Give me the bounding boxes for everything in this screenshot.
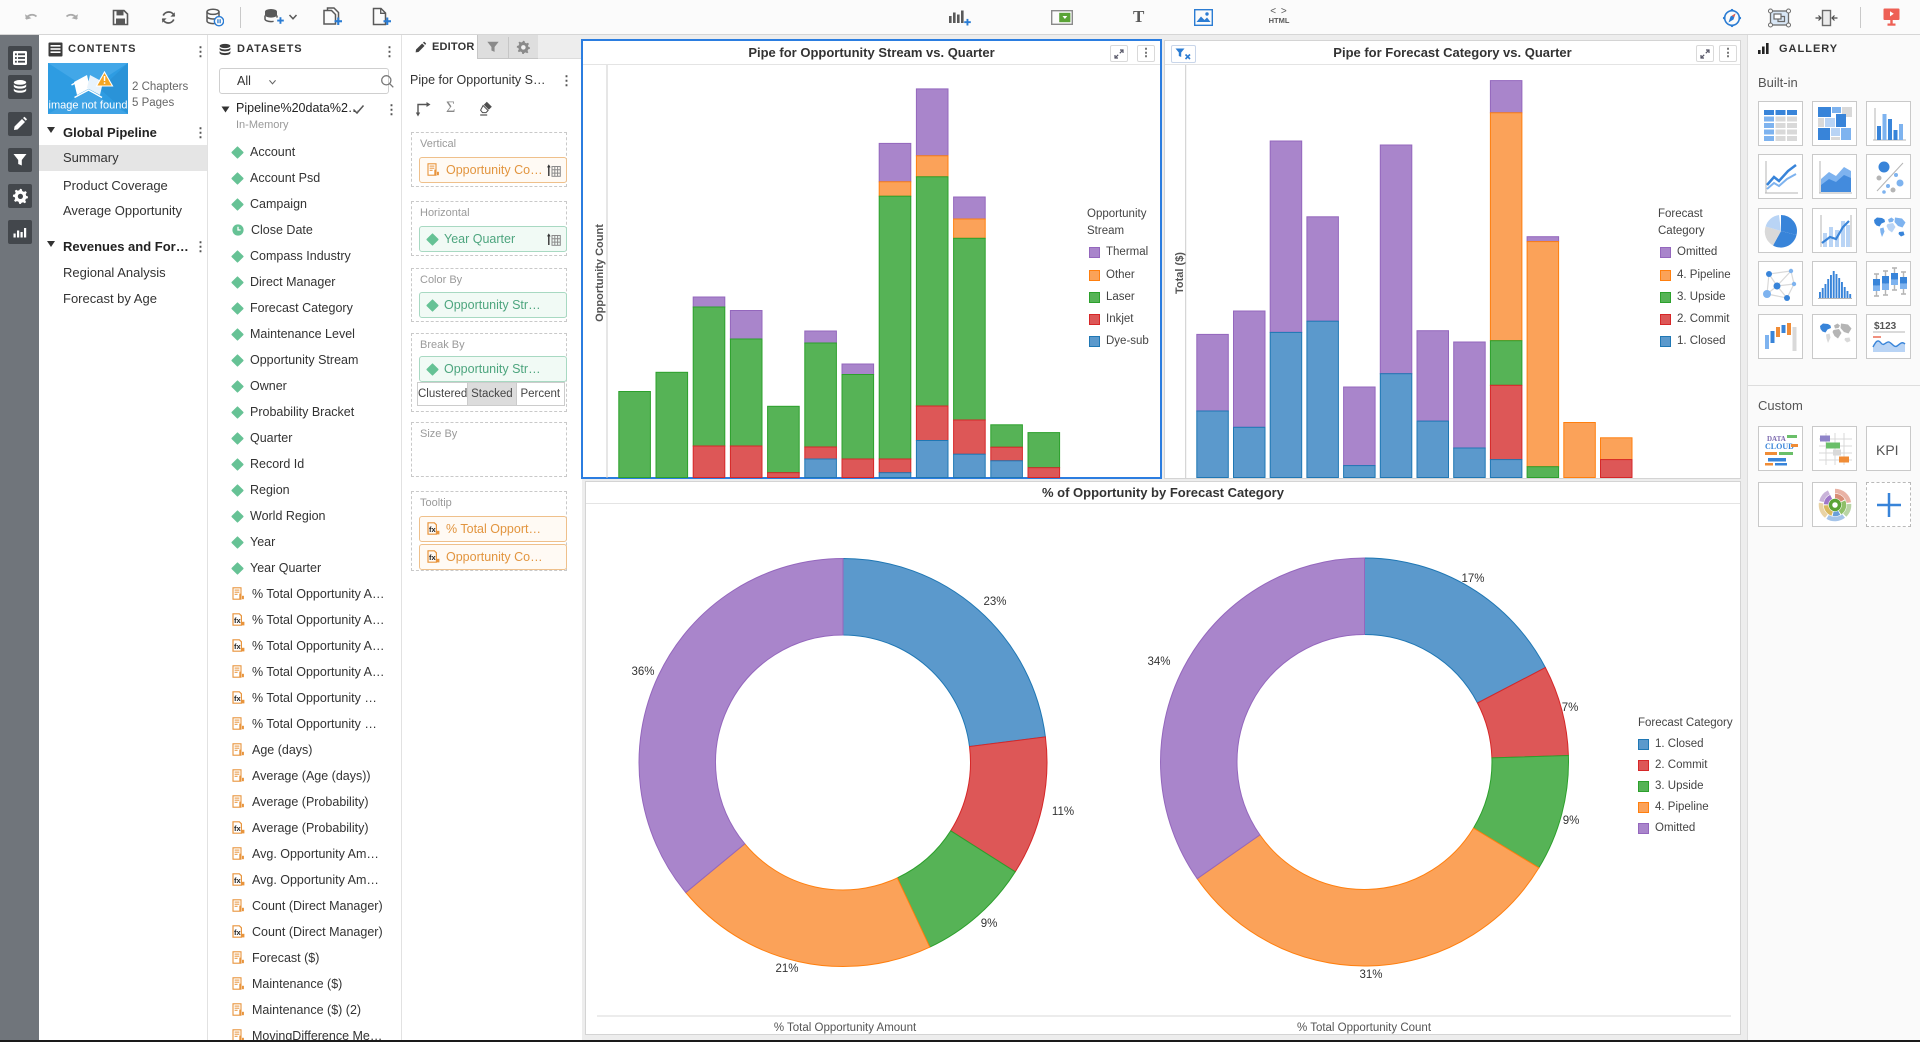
svg-text:fx: fx xyxy=(234,876,241,885)
svg-text:fx: fx xyxy=(429,553,436,562)
svg-text:31%: 31% xyxy=(1359,969,1382,981)
svg-text:34%: 34% xyxy=(1147,656,1170,668)
svg-text:$123: $123 xyxy=(1874,321,1897,332)
svg-text:11%: 11% xyxy=(1052,806,1074,818)
svg-text:9%: 9% xyxy=(981,918,998,930)
svg-text:fx: fx xyxy=(234,928,241,937)
svg-text:36%: 36% xyxy=(631,666,654,678)
svg-text:9%: 9% xyxy=(1563,815,1580,827)
svg-text:KPI: KPI xyxy=(1876,442,1899,458)
svg-text:21%: 21% xyxy=(775,963,798,975)
svg-text:17%: 17% xyxy=(1461,573,1484,585)
svg-text:23%: 23% xyxy=(983,596,1006,608)
svg-text:% Total Opportunity Count: % Total Opportunity Count xyxy=(1297,1022,1432,1034)
svg-text:% Total Opportunity Amount: % Total Opportunity Amount xyxy=(774,1022,917,1034)
svg-text:image not found: image not found xyxy=(49,100,128,112)
svg-text:fx: fx xyxy=(234,824,241,833)
svg-text:DATA: DATA xyxy=(1767,435,1786,443)
svg-text:fx: fx xyxy=(429,525,436,534)
svg-text:fx: fx xyxy=(234,694,241,703)
svg-text:7%: 7% xyxy=(1562,702,1579,714)
svg-text:fx: fx xyxy=(234,642,241,651)
svg-text:CLOUD: CLOUD xyxy=(1765,442,1794,451)
svg-text:fx: fx xyxy=(234,616,241,625)
